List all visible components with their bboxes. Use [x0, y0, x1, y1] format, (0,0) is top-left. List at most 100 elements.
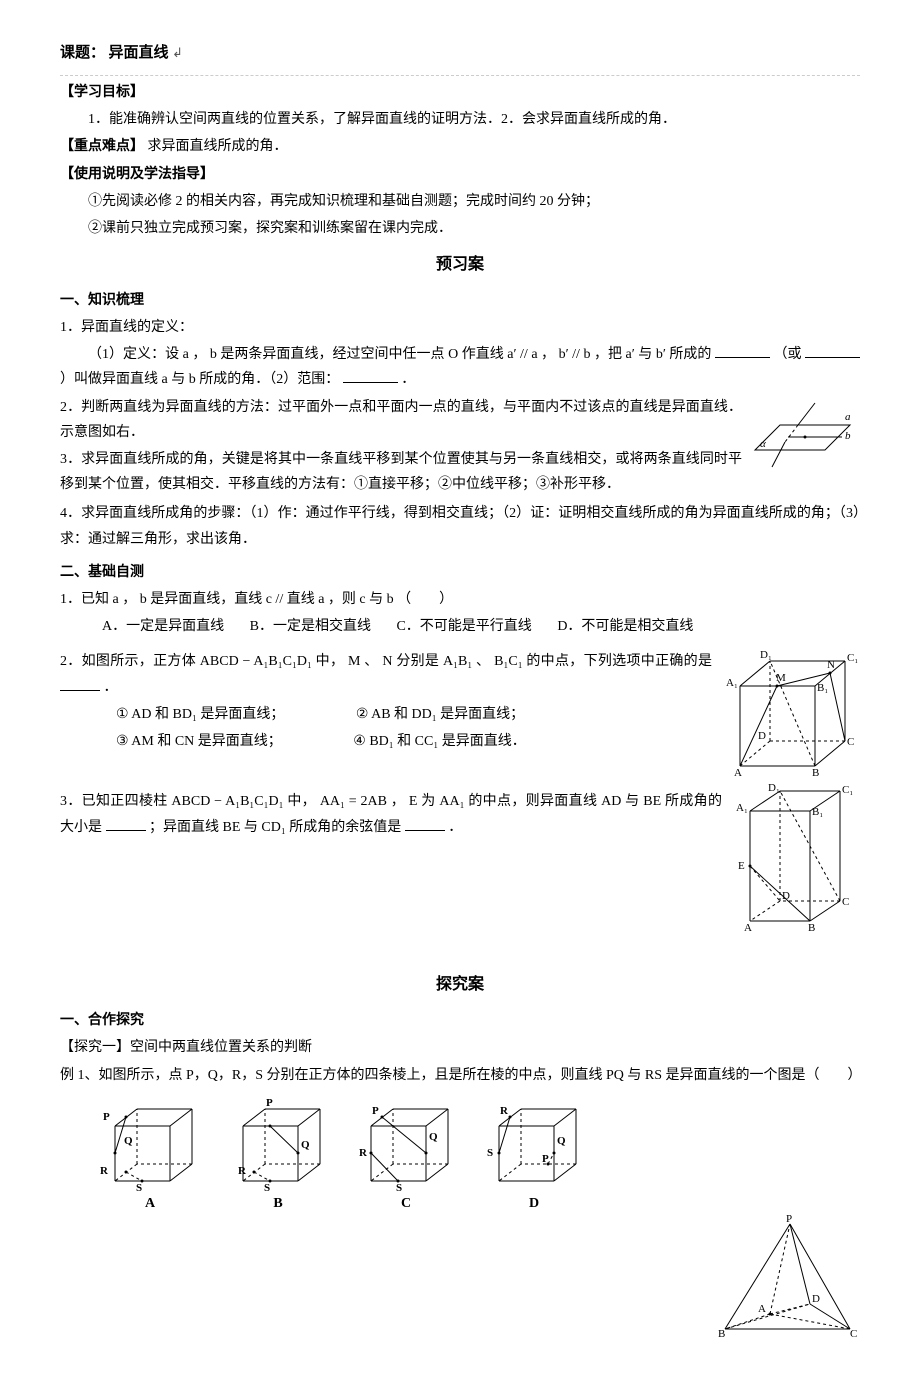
svg-text:C₁: C₁	[842, 784, 853, 796]
lesson-title-row: 课题： 异面直线 ↲	[60, 40, 860, 67]
q2-o2: ② AB 和 DD₁ 是异面直线；	[328, 702, 524, 727]
key-difficulty-block: 【重点难点】 求异面直线所成的角．	[60, 134, 860, 159]
ex1-fig-d: R Q S P D	[484, 1096, 584, 1216]
coop-head: 一、合作探究	[60, 1008, 860, 1033]
cube-q2-svg: A B C D A₁ B₁ C₁ D₁ M N	[720, 641, 860, 781]
selftest-head: 二、基础自测	[60, 560, 860, 585]
q2-stem-end: ．	[104, 680, 118, 695]
q1-opt-b: B．一定是相交直线	[250, 614, 371, 639]
svg-text:R: R	[238, 1165, 247, 1177]
svg-text:B: B	[808, 922, 815, 931]
guide-head-row: 【使用说明及学法指导】	[60, 162, 860, 187]
svg-text:B₁: B₁	[812, 806, 823, 818]
svg-text:P: P	[103, 1111, 110, 1123]
q3-mid: ；异面直线 BE 与 CD₁ 所成角的余弦值是	[149, 820, 401, 835]
figure-prism-q3: A B C D A₁ B₁ C₁ D₁ E	[730, 781, 860, 931]
q2-o3: ③ AM 和 CN 是异面直线；	[88, 729, 282, 754]
divider	[60, 75, 860, 76]
explore1-options-row: P Q R S A P	[100, 1096, 860, 1216]
svg-text:D: D	[812, 1293, 820, 1305]
svg-text:C: C	[842, 896, 849, 908]
q1-stem: 1．已知 a ， b 是异面直线，直线 c // 直线 a ，则 c 与 b （…	[60, 587, 860, 612]
svg-text:N: N	[827, 659, 835, 671]
guide-line-1: ①先阅读必修 2 的相关内容，再完成知识梳理和基础自测题；完成时间约 20 分钟…	[60, 189, 860, 214]
q2-blank	[60, 676, 100, 691]
knowledge-head: 一、知识梳理	[60, 288, 860, 313]
alpha-label: α	[760, 438, 766, 450]
preview-section-head: 预习案	[60, 251, 860, 280]
svg-text:B: B	[718, 1328, 725, 1340]
q3-blank-2	[405, 816, 445, 831]
learning-goal-text: 1．能准确辨认空间两直线的位置关系，了解异面直线的证明方法．2．会求异面直线所成…	[60, 107, 860, 132]
svg-text:D₁: D₁	[768, 782, 780, 794]
q2-stem-pre: 2．如图所示，正方体 ABCD − A₁B₁C₁D₁ 中， M 、 N 分别是 …	[60, 654, 712, 669]
title-text: 异面直线	[109, 45, 169, 61]
svg-text:P: P	[266, 1097, 273, 1109]
ex1-label-b: B	[228, 1191, 328, 1216]
ex1-fig-a: P Q R S A	[100, 1096, 200, 1216]
svg-text:Q: Q	[301, 1139, 310, 1151]
svg-text:Q: Q	[124, 1135, 133, 1147]
q1-opt-d: D．不可能是相交直线	[557, 614, 693, 639]
q1-opt-c: C．不可能是平行直线	[396, 614, 531, 639]
svg-text:D₁: D₁	[760, 649, 772, 661]
learning-goal-head: 【学习目标】	[60, 85, 144, 100]
svg-text:C: C	[847, 736, 854, 748]
key-difficulty-text: 求异面直线所成的角．	[148, 139, 288, 154]
def-mid1: （或	[773, 347, 801, 362]
q1-options: A．一定是异面直线 B．一定是相交直线 C．不可能是平行直线 D．不可能是相交直…	[102, 614, 860, 639]
svg-text:A: A	[758, 1303, 766, 1315]
def-pre: （1）定义：设 a ， b 是两条异面直线，经过空间中任一点 O 作直线 a′ …	[88, 347, 711, 362]
svg-text:A: A	[744, 922, 752, 931]
svg-text:S: S	[136, 1182, 142, 1191]
svg-text:S: S	[264, 1182, 270, 1191]
svg-text:Q: Q	[429, 1131, 438, 1143]
svg-text:A₁: A₁	[736, 802, 748, 814]
svg-text:A: A	[734, 767, 742, 779]
svg-text:P: P	[372, 1105, 379, 1117]
return-icon: ↲	[172, 45, 183, 60]
def-mid2: ）叫做异面直线 a 与 b 所成的角．（2）范围：	[60, 372, 339, 387]
ex1-label-d: D	[484, 1191, 584, 1216]
know-item1-def: （1）定义：设 a ， b 是两条异面直线，经过空间中任一点 O 作直线 a′ …	[60, 342, 860, 392]
blank-2	[805, 343, 860, 358]
svg-text:E: E	[738, 860, 745, 872]
svg-text:D: D	[782, 890, 790, 902]
q2-o4: ④ BD₁ 和 CC₁ 是异面直线．	[325, 729, 525, 754]
svg-text:B: B	[812, 767, 819, 779]
svg-text:B₁: B₁	[817, 682, 828, 694]
q2-o1: ① AD 和 BD₁ 是异面直线；	[88, 702, 284, 727]
figure-plane-skew: α a b	[750, 395, 860, 475]
explore1-head: 【探究一】空间中两直线位置关系的判断	[60, 1035, 860, 1060]
svg-text:P: P	[786, 1214, 792, 1225]
q3-end: ．	[448, 820, 462, 835]
svg-text:C₁: C₁	[847, 652, 858, 664]
svg-text:R: R	[359, 1147, 368, 1159]
learning-goal-block: 【学习目标】	[60, 80, 860, 105]
ex1-fig-b: P Q R S B	[228, 1096, 328, 1216]
svg-text:R: R	[500, 1105, 509, 1117]
prism-q3-svg: A B C D A₁ B₁ C₁ D₁ E	[730, 781, 860, 931]
svg-text:R: R	[100, 1165, 109, 1177]
q3-blank-1	[106, 816, 146, 831]
figure-cube-q2: A B C D A₁ B₁ C₁ D₁ M N	[720, 641, 860, 781]
ex1-label-c: C	[356, 1191, 456, 1216]
ex1-fig-c: Q S P R C	[356, 1096, 456, 1216]
def-end: ．	[401, 372, 415, 387]
svg-text:S: S	[487, 1147, 493, 1159]
guide-line-2: ②课前只独立完成预习案，探究案和训练案留在课内完成．	[60, 216, 860, 241]
svg-text:S: S	[396, 1182, 402, 1191]
line-a-label: a	[845, 411, 851, 423]
know-item3: 3．求异面直线所成的角，关键是将其中一条直线平移到某个位置使其与另一条直线相交，…	[60, 447, 860, 497]
ex1-label-a: A	[100, 1191, 200, 1216]
explore1-stem: 例 1、如图所示，点 P，Q，R，S 分别在正方体的四条棱上，且是所在棱的中点，…	[60, 1063, 860, 1088]
svg-text:D: D	[758, 730, 766, 742]
know-item1-head: 1．异面直线的定义：	[60, 315, 860, 340]
svg-text:A₁: A₁	[726, 677, 738, 689]
explore-section-head: 探究案	[60, 971, 860, 1000]
line-b-label: b	[845, 430, 851, 442]
svg-text:Q: Q	[557, 1135, 566, 1147]
blank-1	[715, 343, 770, 358]
key-difficulty-head: 【重点难点】	[60, 139, 144, 154]
svg-text:M: M	[776, 672, 786, 684]
